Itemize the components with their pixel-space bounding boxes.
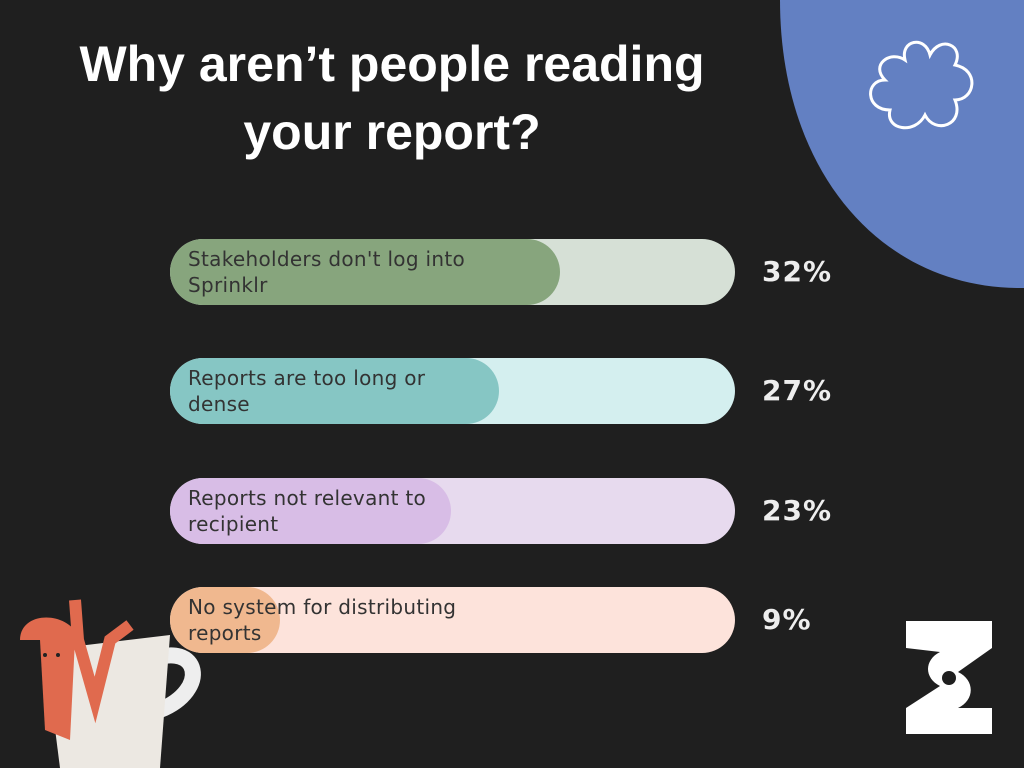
- value-label: 23%: [762, 494, 833, 527]
- value-label: 9%: [762, 603, 812, 636]
- bar: [170, 587, 280, 653]
- value-label: 27%: [762, 374, 833, 407]
- value-label: 32%: [762, 255, 833, 288]
- logo: [906, 621, 992, 734]
- category-label: Stakeholders don't log into Sprinklr: [188, 247, 465, 297]
- chart-title: Why aren’t people reading your report?: [79, 36, 705, 160]
- flower-doodle: [869, 40, 974, 130]
- cup-illustration: [20, 599, 201, 768]
- blue-shape: [780, 0, 1024, 289]
- category-label: Reports not relevant to recipient: [188, 486, 427, 536]
- bar: [170, 239, 561, 305]
- bar: [170, 478, 451, 544]
- bar: [170, 358, 500, 424]
- category-label: Reports are too long or dense: [188, 366, 426, 416]
- category-label: No system for distributing reports: [188, 595, 457, 645]
